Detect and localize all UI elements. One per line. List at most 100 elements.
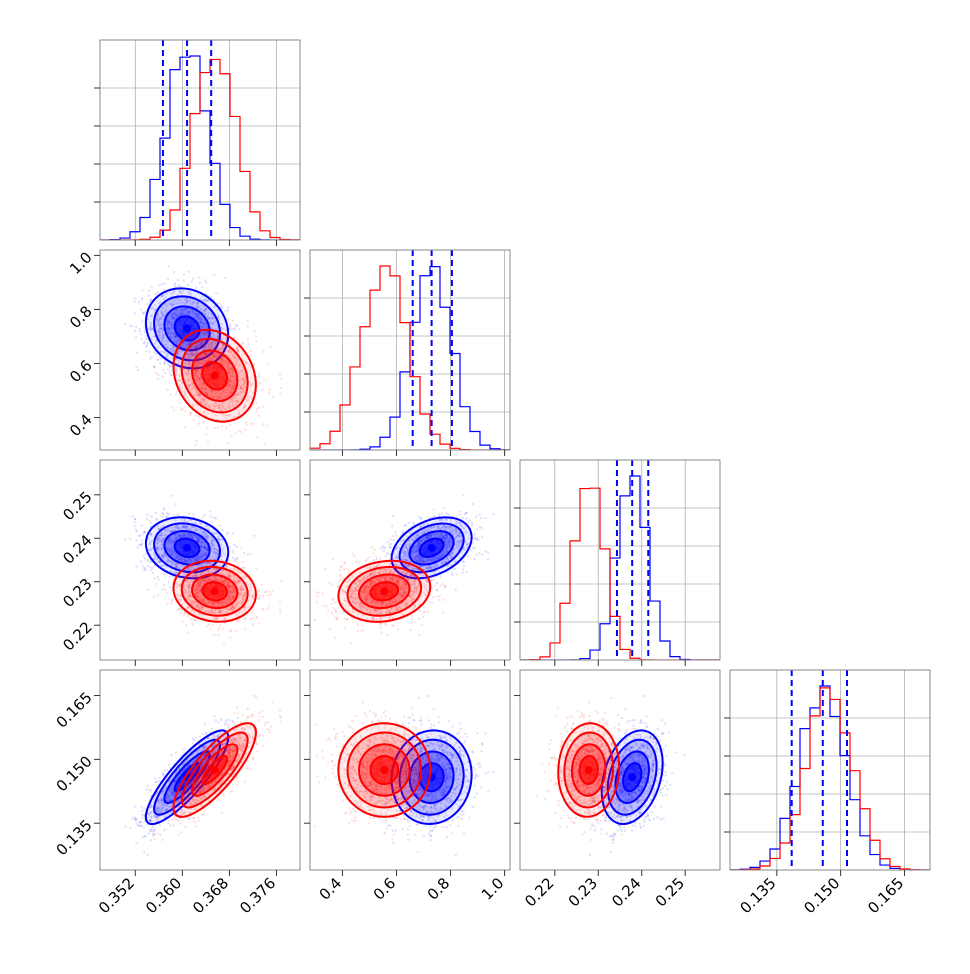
scatter-point	[232, 549, 234, 551]
panel-content	[124, 265, 282, 458]
scatter-point	[266, 607, 268, 609]
scatter-point	[258, 375, 260, 377]
scatter-point	[219, 525, 221, 527]
scatter-point	[192, 513, 194, 515]
scatter-point	[247, 338, 249, 340]
scatter-point	[150, 516, 152, 518]
scatter-point	[262, 351, 264, 353]
scatter-point	[147, 589, 149, 591]
scatter-point	[264, 591, 266, 593]
scatter-point	[217, 634, 219, 636]
scatter-point	[151, 286, 153, 288]
peak-marker-0	[183, 324, 191, 332]
scatter-point	[134, 330, 136, 332]
panel-2-1	[301, 460, 510, 666]
scatter-point	[131, 325, 133, 327]
y-tick-label: 1.0	[66, 248, 96, 278]
scatter-point	[252, 609, 254, 611]
scatter-point	[418, 515, 420, 517]
scatter-point	[279, 373, 281, 375]
scatter-point	[233, 327, 235, 329]
scatter-point	[139, 534, 141, 536]
scatter-point	[236, 546, 238, 548]
scatter-point	[204, 514, 206, 516]
scatter-point	[148, 289, 150, 291]
scatter-point	[143, 555, 145, 557]
scatter-point	[253, 330, 255, 332]
scatter-point	[267, 363, 269, 365]
scatter-point	[134, 297, 136, 299]
scatter-point	[124, 323, 126, 325]
scatter-point	[166, 515, 168, 517]
scatter-point	[392, 535, 394, 537]
scatter-point	[150, 522, 152, 524]
scatter-point	[140, 333, 142, 335]
scatter-point	[170, 394, 172, 396]
histogram-1	[310, 266, 510, 450]
scatter-point	[198, 277, 200, 279]
scatter-point	[175, 503, 177, 505]
scatter-point	[392, 539, 394, 541]
panel-content	[100, 40, 300, 240]
scatter-point	[161, 588, 163, 590]
scatter-point	[269, 388, 271, 390]
scatter-point	[258, 407, 260, 409]
scatter-point	[188, 512, 190, 514]
scatter-point	[134, 518, 136, 520]
scatter-point	[244, 567, 246, 569]
scatter-point	[164, 361, 166, 363]
scatter-point	[259, 594, 261, 596]
scatter-point	[465, 517, 467, 519]
scatter-point	[227, 309, 229, 311]
scatter-point	[194, 444, 196, 446]
scatter-point	[143, 341, 145, 343]
scatter-point	[173, 271, 175, 273]
scatter-point	[255, 335, 257, 337]
scatter-point	[167, 368, 169, 370]
scatter-point	[247, 343, 249, 345]
scatter-point	[243, 618, 245, 620]
scatter-point	[189, 414, 191, 416]
scatter-point	[206, 427, 208, 429]
scatter-point	[163, 508, 165, 510]
scatter-point	[149, 358, 151, 360]
scatter-point	[136, 530, 138, 532]
scatter-point	[171, 600, 173, 602]
scatter-point	[473, 558, 475, 560]
scatter-point	[168, 265, 170, 267]
scatter-point	[155, 353, 157, 355]
panel-1-1	[304, 250, 510, 456]
scatter-point	[229, 323, 231, 325]
scatter-point	[215, 292, 217, 294]
scatter-point	[199, 282, 201, 284]
scatter-point	[152, 567, 154, 569]
scatter-point	[262, 406, 264, 408]
scatter-point	[188, 271, 190, 273]
scatter-point	[147, 565, 149, 567]
scatter-point	[236, 339, 238, 341]
scatter-point	[258, 590, 260, 592]
scatter-point	[163, 369, 165, 371]
scatter-point	[155, 512, 157, 514]
scatter-point	[202, 516, 204, 518]
scatter-point	[262, 595, 264, 597]
scatter-point	[158, 284, 160, 286]
scatter-point	[124, 538, 126, 540]
panel-content	[124, 494, 282, 644]
scatter-point	[210, 515, 212, 517]
scatter-point	[163, 584, 165, 586]
scatter-point	[249, 355, 251, 357]
scatter-point	[258, 597, 260, 599]
scatter-point	[272, 396, 274, 398]
scatter-point	[187, 615, 189, 617]
scatter-point	[131, 515, 133, 517]
scatter-point	[213, 517, 215, 519]
y-tick-label: 0.6	[66, 356, 96, 386]
y-tick-label: 0.4	[66, 410, 96, 440]
scatter-point	[244, 429, 246, 431]
scatter-point	[445, 512, 447, 514]
scatter-point	[238, 328, 240, 330]
scatter-point	[166, 388, 168, 390]
scatter-point	[223, 277, 225, 279]
